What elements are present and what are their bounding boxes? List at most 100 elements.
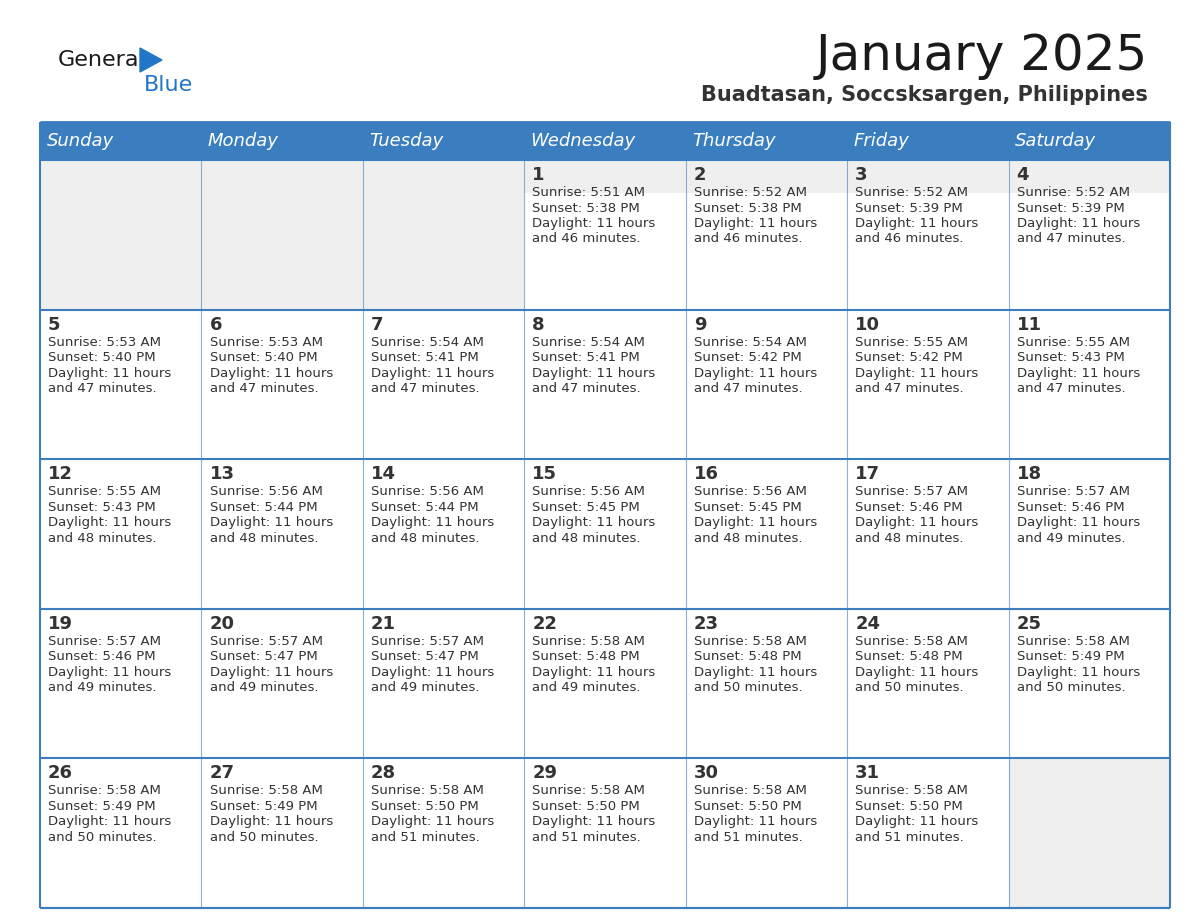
Bar xyxy=(362,309,524,459)
Text: Daylight: 11 hours: Daylight: 11 hours xyxy=(532,815,656,828)
Text: Sunset: 5:50 PM: Sunset: 5:50 PM xyxy=(371,800,479,813)
Text: Sunrise: 5:58 AM: Sunrise: 5:58 AM xyxy=(1017,635,1130,648)
Bar xyxy=(40,459,202,609)
Text: 17: 17 xyxy=(855,465,880,483)
Text: and 51 minutes.: and 51 minutes. xyxy=(532,831,642,844)
Text: Sunset: 5:39 PM: Sunset: 5:39 PM xyxy=(855,201,963,215)
Text: Sunset: 5:47 PM: Sunset: 5:47 PM xyxy=(371,650,479,664)
Text: Daylight: 11 hours: Daylight: 11 hours xyxy=(371,815,494,828)
Text: Sunset: 5:42 PM: Sunset: 5:42 PM xyxy=(694,351,802,364)
Text: Daylight: 11 hours: Daylight: 11 hours xyxy=(532,666,656,678)
Text: Sunset: 5:44 PM: Sunset: 5:44 PM xyxy=(209,500,317,514)
Bar xyxy=(362,758,524,908)
Bar xyxy=(1009,459,1170,609)
Text: Daylight: 11 hours: Daylight: 11 hours xyxy=(532,366,656,380)
Text: 7: 7 xyxy=(371,316,384,333)
Polygon shape xyxy=(140,48,162,72)
Text: 1: 1 xyxy=(532,166,545,184)
Text: Daylight: 11 hours: Daylight: 11 hours xyxy=(209,815,333,828)
Text: 26: 26 xyxy=(48,765,74,782)
Bar xyxy=(362,160,524,193)
Text: Sunset: 5:42 PM: Sunset: 5:42 PM xyxy=(855,351,963,364)
Bar xyxy=(847,609,1009,758)
Bar xyxy=(1009,609,1170,758)
Text: Sunrise: 5:58 AM: Sunrise: 5:58 AM xyxy=(48,784,160,798)
Bar xyxy=(40,160,202,193)
Bar xyxy=(40,160,202,309)
Bar xyxy=(1009,160,1170,309)
Text: Sunrise: 5:58 AM: Sunrise: 5:58 AM xyxy=(694,784,807,798)
Text: Sunrise: 5:55 AM: Sunrise: 5:55 AM xyxy=(855,336,968,349)
Text: 15: 15 xyxy=(532,465,557,483)
Text: Daylight: 11 hours: Daylight: 11 hours xyxy=(694,516,817,529)
Text: Sunrise: 5:57 AM: Sunrise: 5:57 AM xyxy=(1017,486,1130,498)
Bar xyxy=(40,309,202,459)
Text: Daylight: 11 hours: Daylight: 11 hours xyxy=(694,815,817,828)
Text: Daylight: 11 hours: Daylight: 11 hours xyxy=(694,666,817,678)
Text: Sunset: 5:46 PM: Sunset: 5:46 PM xyxy=(855,500,962,514)
Text: Sunrise: 5:56 AM: Sunrise: 5:56 AM xyxy=(209,486,322,498)
Text: Sunrise: 5:52 AM: Sunrise: 5:52 AM xyxy=(1017,186,1130,199)
Text: 2: 2 xyxy=(694,166,707,184)
Text: and 51 minutes.: and 51 minutes. xyxy=(371,831,480,844)
Text: Sunrise: 5:58 AM: Sunrise: 5:58 AM xyxy=(532,784,645,798)
Bar xyxy=(524,609,685,758)
Text: and 47 minutes.: and 47 minutes. xyxy=(532,382,642,395)
Text: and 50 minutes.: and 50 minutes. xyxy=(1017,681,1125,694)
Text: and 50 minutes.: and 50 minutes. xyxy=(855,681,963,694)
Text: and 50 minutes.: and 50 minutes. xyxy=(694,681,802,694)
Text: and 47 minutes.: and 47 minutes. xyxy=(1017,382,1125,395)
Bar xyxy=(685,160,847,309)
Text: Sunrise: 5:58 AM: Sunrise: 5:58 AM xyxy=(855,784,968,798)
Text: and 46 minutes.: and 46 minutes. xyxy=(855,232,963,245)
Text: and 48 minutes.: and 48 minutes. xyxy=(371,532,480,544)
Text: Daylight: 11 hours: Daylight: 11 hours xyxy=(1017,217,1140,230)
Text: Blue: Blue xyxy=(144,75,194,95)
Text: Sunset: 5:38 PM: Sunset: 5:38 PM xyxy=(532,201,640,215)
Text: 20: 20 xyxy=(209,615,234,633)
Text: Daylight: 11 hours: Daylight: 11 hours xyxy=(209,666,333,678)
Text: Sunrise: 5:54 AM: Sunrise: 5:54 AM xyxy=(532,336,645,349)
Text: and 49 minutes.: and 49 minutes. xyxy=(371,681,480,694)
Text: 11: 11 xyxy=(1017,316,1042,333)
Text: Sunrise: 5:54 AM: Sunrise: 5:54 AM xyxy=(694,336,807,349)
Text: Daylight: 11 hours: Daylight: 11 hours xyxy=(532,217,656,230)
Bar xyxy=(847,309,1009,459)
Text: Sunrise: 5:52 AM: Sunrise: 5:52 AM xyxy=(855,186,968,199)
Text: Sunset: 5:40 PM: Sunset: 5:40 PM xyxy=(48,351,156,364)
Text: Sunrise: 5:56 AM: Sunrise: 5:56 AM xyxy=(694,486,807,498)
Text: Sunset: 5:46 PM: Sunset: 5:46 PM xyxy=(48,650,156,664)
Bar xyxy=(40,758,202,908)
Bar xyxy=(202,609,362,758)
Text: Daylight: 11 hours: Daylight: 11 hours xyxy=(209,366,333,380)
Text: Sunrise: 5:55 AM: Sunrise: 5:55 AM xyxy=(48,486,162,498)
Text: Daylight: 11 hours: Daylight: 11 hours xyxy=(532,516,656,529)
Text: Sunset: 5:41 PM: Sunset: 5:41 PM xyxy=(532,351,640,364)
Text: 24: 24 xyxy=(855,615,880,633)
Text: Sunrise: 5:58 AM: Sunrise: 5:58 AM xyxy=(209,784,322,798)
Text: Sunset: 5:41 PM: Sunset: 5:41 PM xyxy=(371,351,479,364)
Bar xyxy=(362,160,524,309)
Text: 18: 18 xyxy=(1017,465,1042,483)
Text: 30: 30 xyxy=(694,765,719,782)
Text: 23: 23 xyxy=(694,615,719,633)
Text: Daylight: 11 hours: Daylight: 11 hours xyxy=(694,366,817,380)
Text: 3: 3 xyxy=(855,166,867,184)
Bar xyxy=(362,609,524,758)
Text: and 46 minutes.: and 46 minutes. xyxy=(694,232,802,245)
Bar xyxy=(685,160,847,193)
Text: and 49 minutes.: and 49 minutes. xyxy=(209,681,318,694)
Text: Sunset: 5:50 PM: Sunset: 5:50 PM xyxy=(855,800,963,813)
Text: Daylight: 11 hours: Daylight: 11 hours xyxy=(209,516,333,529)
Bar xyxy=(685,609,847,758)
Text: 19: 19 xyxy=(48,615,74,633)
Bar xyxy=(202,160,362,309)
Bar xyxy=(524,459,685,609)
Text: Sunrise: 5:57 AM: Sunrise: 5:57 AM xyxy=(209,635,322,648)
Text: 13: 13 xyxy=(209,465,234,483)
Bar xyxy=(202,459,362,609)
Text: Sunset: 5:39 PM: Sunset: 5:39 PM xyxy=(1017,201,1124,215)
Text: Sunrise: 5:54 AM: Sunrise: 5:54 AM xyxy=(371,336,484,349)
Bar xyxy=(685,758,847,908)
Text: and 49 minutes.: and 49 minutes. xyxy=(1017,532,1125,544)
